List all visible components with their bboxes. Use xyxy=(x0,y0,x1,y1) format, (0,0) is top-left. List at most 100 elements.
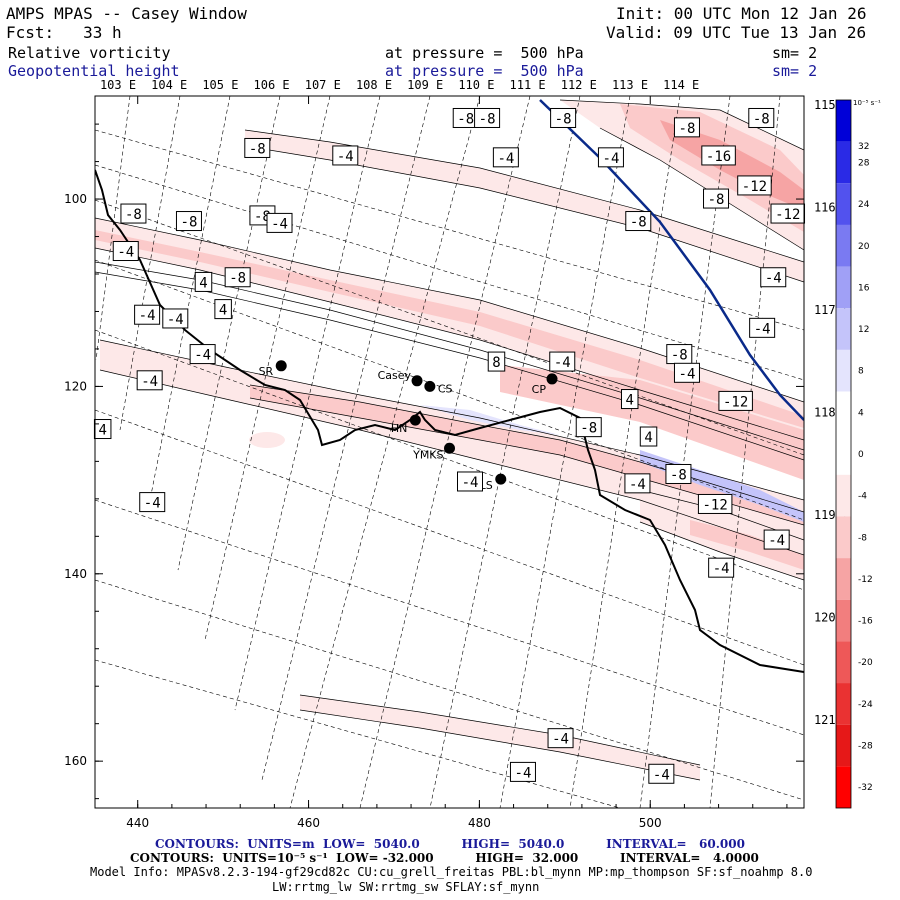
station-label: CS xyxy=(438,382,453,395)
longitude-label: 106 E xyxy=(254,78,290,92)
longitude-label: 104 E xyxy=(151,78,187,92)
contour-label-box xyxy=(597,147,624,168)
longitude-label: 107 E xyxy=(305,78,341,92)
contour-label-text: -8 xyxy=(671,348,688,364)
contour-label: 8 xyxy=(487,351,506,372)
colorbar-label: 32 xyxy=(858,142,869,152)
contour-label-text: -8 xyxy=(630,215,647,231)
contour-label-box xyxy=(194,271,213,292)
contour-label: -8 xyxy=(244,137,271,158)
contour-label: 4 xyxy=(639,426,658,447)
longitude-label: 113 E xyxy=(612,78,648,92)
longitude-label: 110 E xyxy=(458,78,494,92)
colorbar-label: 20 xyxy=(858,242,870,252)
meridian-line xyxy=(149,96,231,501)
contour-label-box xyxy=(701,145,736,166)
y-tick-label: 160 xyxy=(64,754,87,768)
colorbar-label: -8 xyxy=(858,533,867,543)
plot-title: AMPS MPAS -- Casey Window xyxy=(6,4,247,23)
x-tick-label: 500 xyxy=(639,816,662,830)
y-tick-label: 100 xyxy=(64,192,87,206)
contour-label-box xyxy=(625,211,652,232)
contour-label: -8 xyxy=(224,267,251,288)
contour-label-box xyxy=(162,308,189,329)
contour-label-text: 4 xyxy=(644,430,652,446)
contour-label-box xyxy=(189,344,216,365)
contour-label-box xyxy=(549,351,576,372)
contour-label: 4 xyxy=(214,299,232,320)
field2-name: Geopotential height xyxy=(8,62,180,80)
contour-label-box xyxy=(112,241,139,262)
contour-label-box xyxy=(550,107,577,128)
contour-label-text: 8 xyxy=(492,355,500,371)
contour-label: -4 xyxy=(549,351,576,372)
contour-label: -8 xyxy=(748,107,775,128)
height-contour-info: CONTOURS: UNITS=m LOW= 5040.0 HIGH= 5040… xyxy=(155,837,745,851)
contour-label-box xyxy=(748,107,775,128)
colorbar-label: -16 xyxy=(858,617,873,627)
contour-label-box xyxy=(492,147,519,168)
contour-label-box xyxy=(547,728,574,749)
station-marker xyxy=(411,375,423,387)
contour-label-box xyxy=(457,471,484,492)
contour-label-text: -8 xyxy=(753,111,770,127)
contour-label: -8 xyxy=(550,107,577,128)
vort-contour xyxy=(299,709,701,781)
colorbar-label: -4 xyxy=(858,492,867,502)
colorbar-label: -12 xyxy=(858,575,873,585)
contour-label: -4 xyxy=(708,557,735,578)
contour-label: -8 xyxy=(120,203,147,224)
contour-label-box xyxy=(139,492,166,513)
station-label: CP xyxy=(532,383,547,396)
colorbar-label: 4 xyxy=(858,408,864,418)
contour-label-text: -8 xyxy=(181,215,198,231)
contour-label: -4 xyxy=(492,147,519,168)
colorbar-label: -28 xyxy=(858,742,873,752)
contour-label-text: -4 xyxy=(144,496,161,512)
contour-label-text: -4 xyxy=(167,312,184,328)
contour-label: -8 xyxy=(665,463,692,484)
contour-label-box xyxy=(648,763,675,784)
colorbar-swatch xyxy=(836,391,851,434)
contour-label-text: -4 xyxy=(515,765,532,781)
contour-label: -8 xyxy=(575,417,602,438)
meridian-line xyxy=(204,96,331,641)
colorbar-label: -20 xyxy=(858,658,873,668)
contour-label-text: -4 xyxy=(765,271,782,287)
y-tick-label: 140 xyxy=(64,567,87,581)
contour-label: -4 xyxy=(760,267,787,288)
contour-label-text: -4 xyxy=(462,475,479,491)
colorbar: 10⁻⁵ s⁻¹ 28 24 20 16 12 8 4 0 -4 -8 -12 -16 -20 -24 -28… xyxy=(835,99,881,809)
contour-label-text: -4 xyxy=(603,151,620,167)
x-tick-label: 440 xyxy=(126,816,149,830)
contour-label-box xyxy=(760,267,787,288)
axis-tick-labels: 440 460 480 500 100 120 140 160 xyxy=(64,192,662,830)
colorbar-swatch xyxy=(836,141,851,184)
colorbar-frame xyxy=(835,99,852,809)
colorbar-swatch xyxy=(836,433,851,475)
contour-label-text: -8 xyxy=(479,111,496,127)
colorbar-swatch xyxy=(836,474,851,517)
station-marker xyxy=(444,442,455,454)
station-label: Casey xyxy=(378,369,412,382)
vort-contour xyxy=(95,261,804,451)
contour-label-box xyxy=(697,493,733,514)
contour-label: -4 xyxy=(749,317,776,338)
contour-label-text: -4 xyxy=(497,151,514,167)
x-tick-label: 480 xyxy=(468,816,491,830)
contour-label: -8 xyxy=(666,344,693,365)
contour-label-box xyxy=(224,267,251,288)
contour-label-box xyxy=(266,212,293,233)
contour-label-box xyxy=(673,117,700,138)
contour-label-box xyxy=(620,389,639,410)
contour-label-text: -12 xyxy=(775,207,800,223)
contour-label-text: -16 xyxy=(706,149,731,165)
colorbar-label: -24 xyxy=(858,700,873,710)
station-label: SR xyxy=(259,365,274,378)
vort-contour xyxy=(95,247,804,441)
station-marker xyxy=(275,360,287,372)
colorbar-swatch xyxy=(836,558,851,600)
contour-label: -12 xyxy=(737,175,772,196)
longitude-label: 103 E xyxy=(100,78,136,92)
contour-label-text: -12 xyxy=(742,179,767,195)
